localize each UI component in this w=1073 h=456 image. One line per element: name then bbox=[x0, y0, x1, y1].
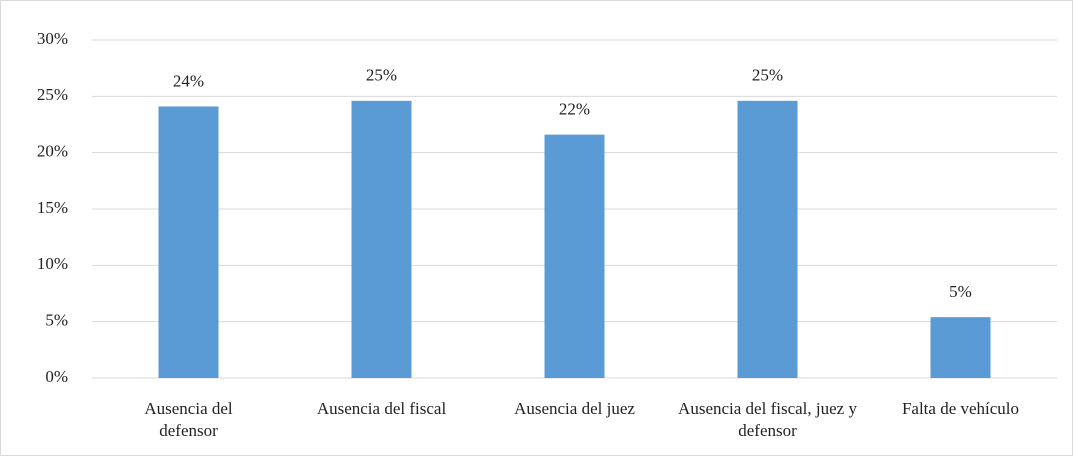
y-tick-label: 15% bbox=[37, 198, 68, 217]
y-tick-label: 25% bbox=[37, 85, 68, 104]
y-tick-label: 20% bbox=[37, 142, 68, 161]
y-tick-label: 10% bbox=[37, 254, 68, 273]
y-tick-label: 30% bbox=[37, 29, 68, 48]
data-label: 5% bbox=[949, 282, 972, 301]
x-tick-label: Falta de vehículo bbox=[901, 399, 1020, 418]
bar bbox=[737, 100, 798, 378]
data-label: 25% bbox=[366, 66, 397, 85]
bar bbox=[351, 100, 412, 378]
bar bbox=[158, 106, 219, 379]
y-tick-label: 5% bbox=[45, 311, 68, 330]
data-label: 22% bbox=[559, 100, 590, 119]
x-tick-label: Ausencia del fiscal, juez y defensor bbox=[678, 399, 857, 440]
x-tick-label: Ausencia del fiscal bbox=[316, 399, 447, 418]
y-tick-label: 0% bbox=[45, 367, 68, 386]
bar bbox=[930, 317, 991, 378]
bar bbox=[544, 134, 605, 378]
x-tick-label: Ausencia del defensor bbox=[144, 399, 233, 440]
data-label: 24% bbox=[173, 71, 204, 90]
x-tick-label: Ausencia del juez bbox=[514, 399, 635, 418]
data-label: 25% bbox=[752, 66, 783, 85]
